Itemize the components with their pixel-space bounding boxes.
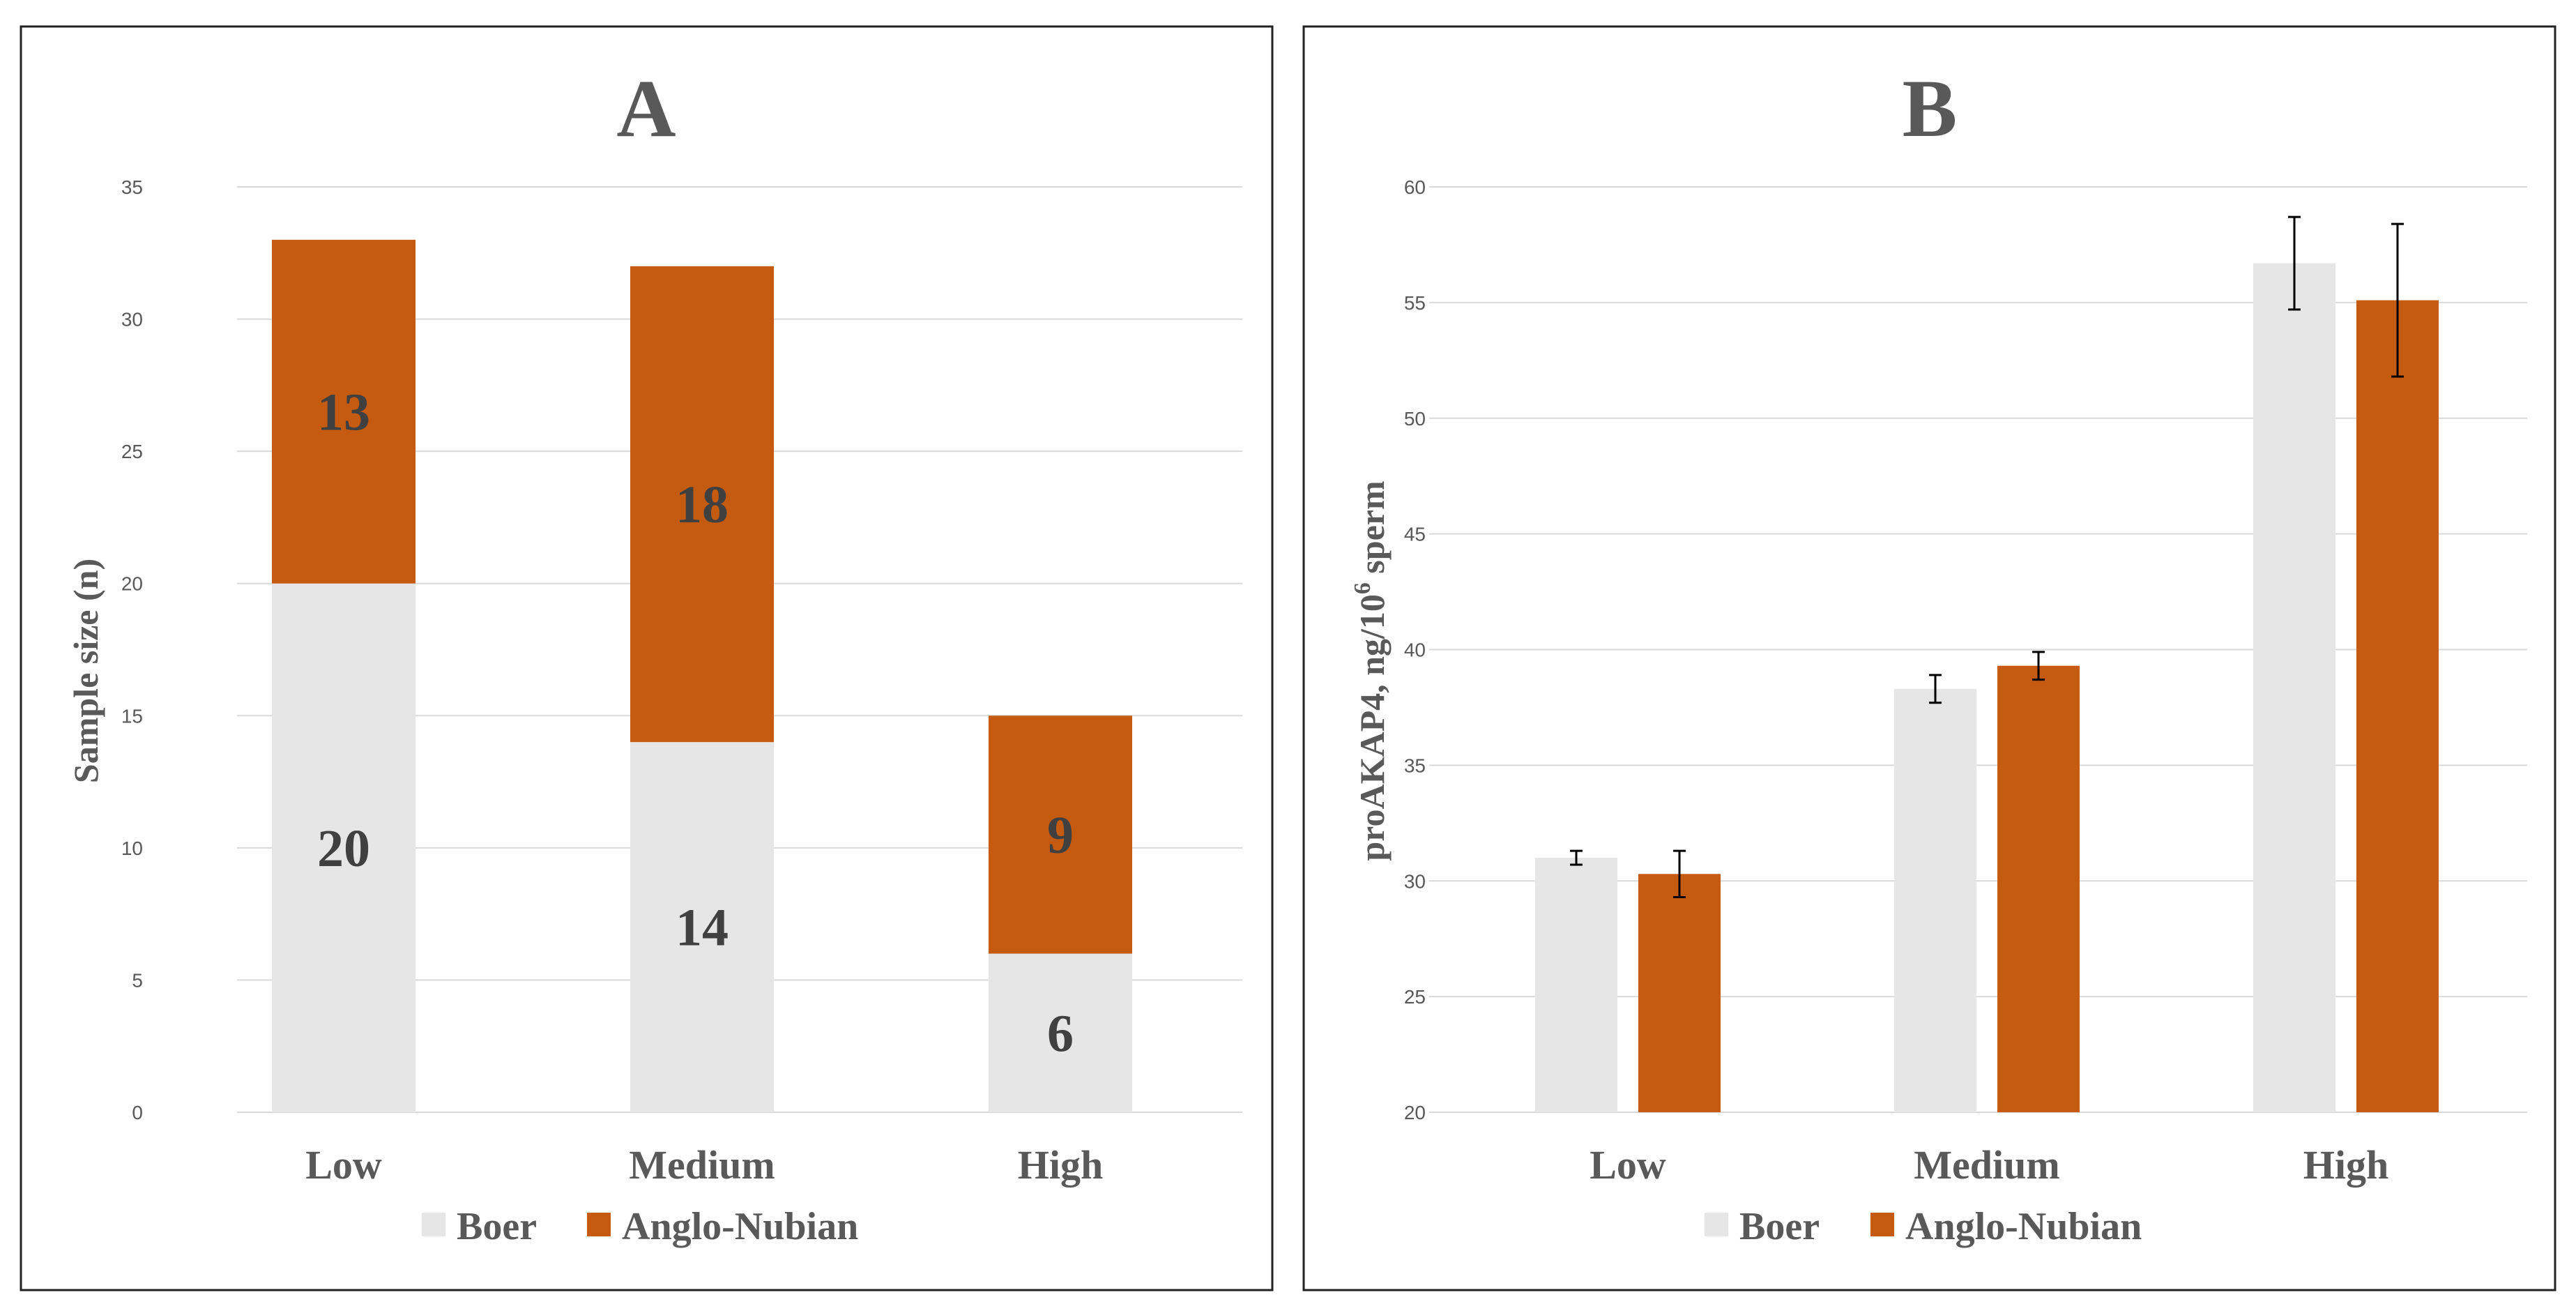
bar-anglo-nubian-low xyxy=(272,239,416,584)
panel-a-y-axis-label: Sample size (n) xyxy=(66,559,105,783)
legend-label-boer: Boer xyxy=(457,1205,537,1248)
panel-b-error-bars xyxy=(1570,215,2404,898)
panel-a-y-ticks: 0 5 10 15 20 25 30 35 xyxy=(121,176,143,1123)
y-tick-label-35: 35 xyxy=(121,176,143,198)
bar-boer-medium xyxy=(1894,688,1976,1112)
error-bar-anglo-nubian-high xyxy=(2391,222,2404,378)
bar-anglo-nubian-medium xyxy=(630,266,774,743)
panel-b-y-ticks: 20 25 30 35 40 45 50 55 60 xyxy=(1404,176,1426,1123)
y-tick-label-25: 25 xyxy=(1404,986,1426,1008)
x-tick-label-high: High xyxy=(1018,1142,1104,1188)
y-tick-label-20: 20 xyxy=(1404,1102,1426,1123)
x-tick-label-medium: Medium xyxy=(629,1142,775,1188)
panel-a-x-ticks: Low Medium High xyxy=(305,1142,1103,1188)
data-label-anglo-nubian-medium: 18 xyxy=(676,476,729,534)
bar-boer-medium xyxy=(630,742,774,1112)
y-tick-label-45: 45 xyxy=(1404,524,1426,545)
y-tick-label-10: 10 xyxy=(121,838,143,859)
bar-anglo-nubian-high xyxy=(2356,300,2439,1112)
panel-a: A 0 5 10 15 20 25 30 35 Sample size (n) 20 13 14 1… xyxy=(20,25,1274,1291)
panel-a-legend: Boer Anglo-Nubian xyxy=(422,1205,858,1248)
panel-b-y-axis-label-main: proAKAP4, ng/10 xyxy=(1352,594,1392,861)
bar-anglo-nubian-high xyxy=(989,715,1132,954)
panel-b-legend: Boer Anglo-Nubian xyxy=(1705,1205,2142,1248)
panel-b-bars xyxy=(1535,263,2439,1112)
error-bar-anglo-nubian-low xyxy=(1673,849,1686,898)
y-tick-label-30: 30 xyxy=(1404,870,1426,892)
panel-b-y-axis-label-tail: sperm xyxy=(1352,480,1392,582)
y-tick-label-25: 25 xyxy=(121,441,143,462)
legend-label-boer: Boer xyxy=(1739,1205,1820,1248)
error-bar-boer-low xyxy=(1570,849,1583,866)
legend-swatch-boer xyxy=(422,1213,445,1236)
panel-b-y-axis-label-superscript: 6 xyxy=(1350,582,1375,594)
data-label-boer-medium: 14 xyxy=(676,899,729,957)
panel-b: B 20 25 30 35 40 45 50 55 60 proAKAP4, ng/106 sp… xyxy=(1302,25,2556,1291)
panel-b-y-axis-label: proAKAP4, ng/106 sperm xyxy=(1350,480,1392,861)
bar-boer-high xyxy=(989,953,1132,1112)
bar-anglo-nubian-medium xyxy=(1997,665,2080,1112)
legend-swatch-anglo-nubian xyxy=(1870,1213,1894,1236)
data-label-anglo-nubian-high: 9 xyxy=(1047,806,1074,865)
legend-swatch-boer xyxy=(1705,1213,1728,1236)
x-tick-label-high: High xyxy=(2303,1142,2389,1188)
panel-b-title: B xyxy=(1903,63,1958,154)
error-bar-boer-medium xyxy=(1929,674,1942,704)
data-label-boer-high: 6 xyxy=(1047,1004,1074,1063)
error-bar-boer-high xyxy=(2288,215,2301,311)
legend-label-anglo-nubian: Anglo-Nubian xyxy=(622,1205,858,1248)
y-tick-label-30: 30 xyxy=(121,309,143,331)
y-tick-label-50: 50 xyxy=(1404,408,1426,430)
legend-swatch-anglo-nubian xyxy=(587,1213,611,1236)
y-tick-label-0: 0 xyxy=(132,1102,143,1123)
panel-a-title: A xyxy=(616,63,676,154)
x-tick-label-medium: Medium xyxy=(1914,1142,2059,1188)
bar-anglo-nubian-low xyxy=(1638,874,1721,1112)
y-tick-label-5: 5 xyxy=(132,969,143,991)
panel-b-x-ticks: Low Medium High xyxy=(1590,1142,2388,1188)
y-tick-label-15: 15 xyxy=(121,705,143,727)
panel-a-bars: 20 13 14 18 6 9 xyxy=(272,239,1132,1112)
y-tick-label-20: 20 xyxy=(121,573,143,595)
y-tick-label-55: 55 xyxy=(1404,292,1426,314)
y-tick-label-40: 40 xyxy=(1404,639,1426,661)
bar-boer-high xyxy=(2253,263,2335,1112)
x-tick-label-low: Low xyxy=(1590,1142,1666,1188)
error-bar-anglo-nubian-medium xyxy=(2032,651,2045,681)
legend-label-anglo-nubian: Anglo-Nubian xyxy=(1905,1205,2142,1248)
data-label-anglo-nubian-low: 13 xyxy=(317,383,370,441)
bar-boer-low xyxy=(272,583,416,1112)
data-label-boer-low: 20 xyxy=(317,819,370,878)
y-tick-label-60: 60 xyxy=(1404,176,1426,198)
bar-boer-low xyxy=(1535,858,1617,1112)
y-tick-label-35: 35 xyxy=(1404,755,1426,776)
x-tick-label-low: Low xyxy=(305,1142,382,1188)
